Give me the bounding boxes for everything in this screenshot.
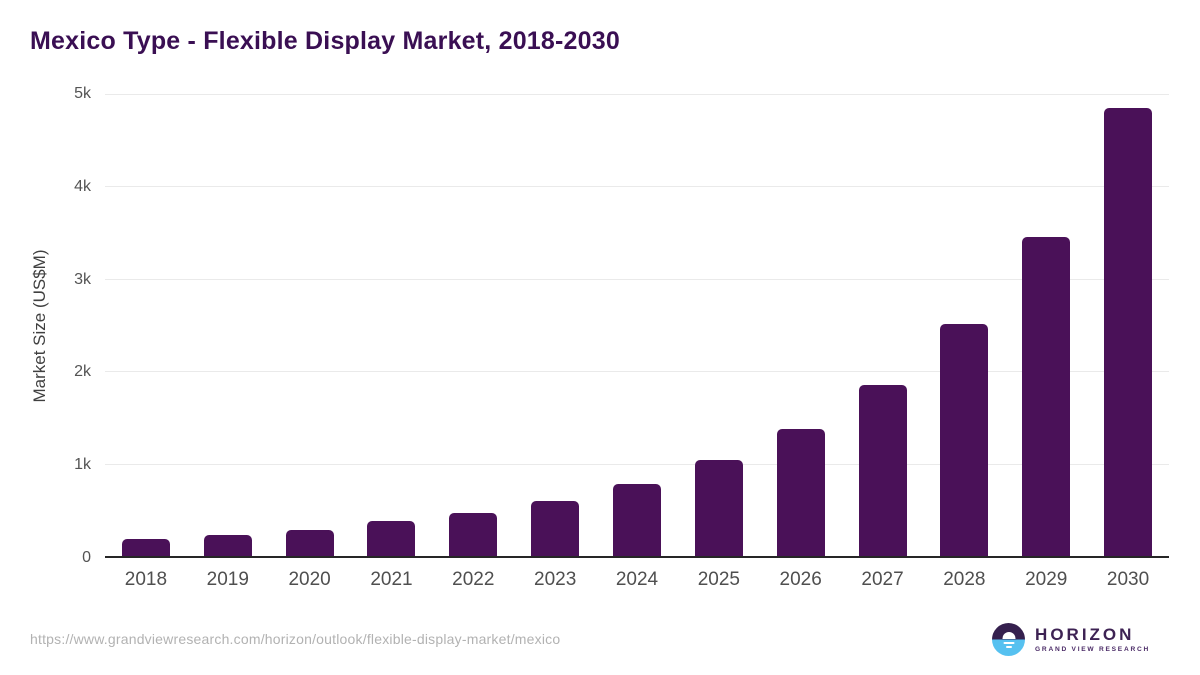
bar-2023[interactable]: [531, 501, 580, 556]
horizon-logo-icon: [992, 622, 1026, 656]
sun-reflection-icon: [1003, 641, 1015, 644]
bar-2030[interactable]: [1104, 108, 1153, 556]
bar-2021[interactable]: [367, 521, 416, 556]
x-tick-label-2027: 2027: [861, 569, 904, 590]
bar-2028[interactable]: [940, 323, 989, 556]
x-tick-label-2021: 2021: [370, 569, 413, 590]
bar-2025[interactable]: [694, 460, 743, 556]
sun-reflection-icon: [1005, 646, 1012, 649]
bar-slot-2022: [432, 513, 514, 556]
bar-slot-2025: [678, 460, 760, 556]
bar-2019[interactable]: [203, 534, 252, 556]
bar-slot-2020: [269, 530, 351, 556]
logo-title: HORIZON: [1035, 624, 1135, 644]
x-tick-label-2029: 2029: [1025, 569, 1068, 590]
bar-slot-2029: [1005, 237, 1087, 556]
x-axis-labels: 2018 2019 2020 2021 2022 2023 2024 2025 2026 2027…: [105, 569, 1169, 591]
footer: https://www.grandviewresearch.com/horizo…: [30, 617, 1150, 661]
bar-2022[interactable]: [449, 513, 498, 556]
bar-slot-2021: [351, 521, 433, 556]
y-tick-label-0: 0: [82, 549, 91, 566]
bar-slot-2027: [842, 385, 924, 556]
y-tick-label-5k: 5k: [74, 85, 91, 102]
x-tick-label-2019: 2019: [206, 569, 249, 590]
bar-slot-2026: [760, 428, 842, 556]
sun-icon: [1002, 632, 1016, 639]
gridline-2k: [105, 371, 1169, 373]
bar-slot-2023: [514, 501, 596, 556]
x-tick-label-2030: 2030: [1106, 569, 1150, 590]
gridline-1k: [105, 464, 1169, 466]
x-tick-label-2023: 2023: [534, 569, 577, 590]
bar-slot-2028: [923, 323, 1005, 556]
logo-text: HORIZON GRAND VIEW RESEARCH: [1035, 624, 1150, 653]
bar-slot-2024: [596, 483, 678, 556]
bars-row: [105, 94, 1169, 556]
y-tick-label-4k: 4k: [74, 177, 91, 195]
bar-2018[interactable]: [121, 539, 170, 556]
bar-2027[interactable]: [858, 385, 907, 556]
gridline-3k: [105, 278, 1169, 280]
x-tick-label-2024: 2024: [615, 569, 659, 590]
x-tick-label-2018: 2018: [124, 569, 168, 590]
y-tick-label-1k: 1k: [74, 456, 91, 474]
bar-slot-2019: [187, 534, 269, 556]
y-tick-label-2k: 2k: [74, 363, 91, 381]
source-url: https://www.grandviewresearch.com/horizo…: [30, 631, 561, 647]
horizon-logo: HORIZON GRAND VIEW RESEARCH: [992, 622, 1150, 656]
plot-area: 0 1k 2k 3k 4k 5k 2018 2019 2020 2021 2022 2023 2024 2…: [74, 85, 1169, 590]
bar-2024[interactable]: [612, 483, 661, 556]
chart-title: Mexico Type - Flexible Display Market, 2…: [30, 27, 620, 55]
bar-2029[interactable]: [1022, 237, 1071, 556]
bar-2026[interactable]: [776, 428, 825, 556]
x-tick-label-2025: 2025: [697, 569, 740, 590]
x-tick-label-2022: 2022: [452, 569, 495, 590]
bar-slot-2030: [1087, 108, 1169, 556]
gridline-4k: [105, 185, 1169, 187]
logo-subtitle: GRAND VIEW RESEARCH: [1035, 645, 1150, 653]
x-tick-label-2020: 2020: [288, 569, 331, 590]
gridline-5k: [105, 94, 1169, 95]
bar-slot-2018: [105, 539, 187, 556]
x-tick-label-2028: 2028: [943, 569, 986, 590]
x-tick-label-2026: 2026: [779, 569, 822, 590]
y-tick-label-3k: 3k: [74, 270, 91, 288]
bar-2020[interactable]: [285, 530, 334, 556]
y-axis-title: Market Size (US$M): [30, 249, 49, 403]
